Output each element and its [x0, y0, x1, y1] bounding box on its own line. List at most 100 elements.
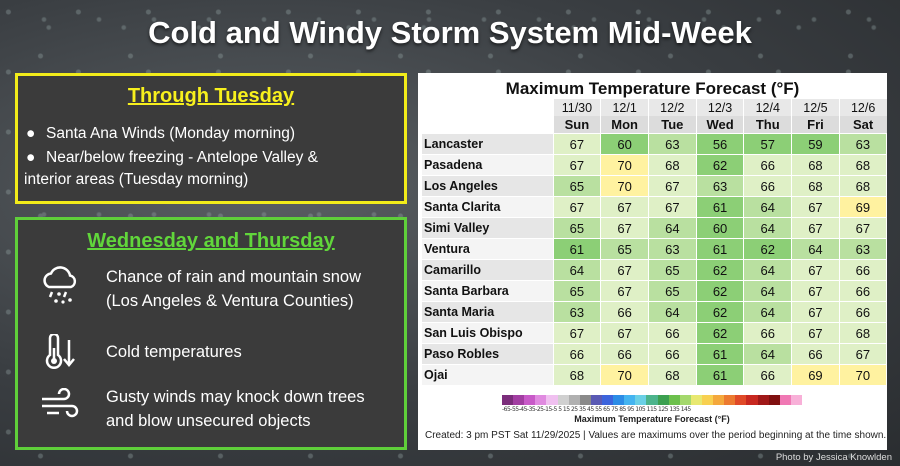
city-name: Ventura	[421, 238, 554, 260]
color-scale-swatch	[546, 395, 558, 405]
color-scale-ticks: -65-55-45-35-25-15-5 5 15 25 35 45 55 65…	[502, 406, 691, 413]
forecast-title: Maximum Temperature Forecast (°F)	[505, 79, 800, 98]
temp-cell: 65	[600, 238, 649, 260]
table-row: Santa Barbara 65 67 65 62 64 67 66	[421, 280, 888, 302]
bullet-text: Near/below freezing - Antelope Valley &	[46, 149, 318, 166]
temp-cell: 63	[838, 133, 888, 155]
temp-cell: 65	[552, 280, 602, 302]
temp-cell: 64	[743, 280, 793, 302]
date-cell: 12/6	[838, 99, 887, 116]
color-scale-swatch	[635, 395, 647, 405]
city-name: Simi Valley	[421, 217, 554, 239]
temp-cell: 60	[695, 217, 745, 239]
color-scale-swatch	[513, 395, 525, 405]
temp-cell: 70	[600, 364, 649, 386]
city-name: Paso Robles	[421, 343, 554, 365]
day-cell: Mon	[600, 116, 649, 134]
table-row: Santa Clarita 67 67 67 61 64 67 69	[421, 196, 888, 218]
temp-cell: 68	[791, 175, 840, 197]
created-note: Created: 3 pm PST Sat 11/29/2025 | Value…	[425, 430, 887, 441]
color-scale-swatch	[535, 395, 547, 405]
day-row: Sun Mon Tue Wed Thu Fri Sat	[421, 116, 887, 134]
temp-cell: 67	[838, 217, 888, 239]
temp-cell: 70	[600, 154, 649, 176]
temp-cell: 62	[695, 322, 745, 344]
temp-cell: 67	[600, 259, 649, 281]
color-scale-swatch	[746, 395, 758, 405]
temp-cell: 64	[648, 301, 697, 323]
temp-cell: 62	[695, 259, 745, 281]
day-cell: Sun	[552, 116, 601, 134]
temp-cell: 63	[695, 175, 745, 197]
color-scale-swatch	[701, 395, 714, 405]
temp-cell: 66	[791, 343, 840, 365]
temp-cell: 69	[791, 364, 840, 386]
temperature-forecast-table: Maximum Temperature Forecast (°F) 11/30 …	[418, 73, 888, 450]
wed-thu-panel: Wednesday and Thursday Chance of rain an…	[15, 217, 407, 450]
table-row: Los Angeles 65 70 67 63 66 68 68	[421, 175, 888, 197]
temp-cell: 67	[648, 175, 697, 197]
day-cell: Tue	[648, 116, 697, 134]
temp-cell: 67	[791, 217, 840, 239]
color-scale-swatch	[624, 395, 636, 405]
date-cell: 12/4	[743, 99, 792, 116]
photo-credit: Photo by Jessica Knowlden	[775, 452, 892, 463]
temp-cell: 67	[791, 301, 840, 323]
hazard-line: Cold temperatures	[106, 343, 242, 361]
temp-cell: 66	[648, 322, 697, 344]
temp-cell: 66	[838, 280, 888, 302]
color-scale-swatch	[779, 395, 791, 405]
forecast-body: Lancaster 67 60 63 56 57 59 63 Pasadena 67 70 68 62 6…	[421, 133, 888, 386]
temp-cell: 65	[648, 280, 697, 302]
temp-cell: 67	[791, 196, 840, 218]
temp-cell: 56	[695, 133, 745, 155]
temp-cell: 63	[648, 238, 697, 260]
temp-cell: 61	[552, 238, 602, 260]
temp-cell: 63	[648, 133, 697, 155]
temp-cell: 67	[552, 154, 602, 176]
color-scale-swatch	[724, 395, 736, 405]
city-name: Ojai	[421, 364, 554, 386]
color-scale-swatch	[713, 395, 725, 405]
city-name: Los Angeles	[421, 175, 554, 197]
temp-cell: 67	[600, 280, 649, 302]
color-scale-swatch	[557, 395, 569, 405]
color-scale-swatch	[757, 395, 769, 405]
hazard-line: Chance of rain and mountain snow	[106, 268, 361, 286]
hazard-wind: Gusty winds may knock down trees and blo…	[38, 385, 394, 433]
temp-cell: 67	[791, 280, 840, 302]
temp-cell: 61	[695, 343, 745, 365]
date-cell: 12/5	[791, 99, 840, 116]
day-cell: Wed	[695, 116, 744, 134]
temp-cell: 65	[552, 217, 602, 239]
temp-cell: 65	[648, 259, 697, 281]
city-name: San Luis Obispo	[421, 322, 554, 344]
color-scale-swatch	[690, 395, 702, 405]
bullet-dot: ●	[26, 149, 36, 166]
temp-cell: 57	[743, 133, 793, 155]
bullet-dot: ●	[26, 125, 36, 142]
city-name: Santa Clarita	[421, 196, 554, 218]
table-row: Santa Maria 63 66 64 62 64 67 66	[421, 301, 888, 323]
temp-cell: 67	[552, 196, 602, 218]
temp-cell: 67	[648, 196, 697, 218]
temp-cell: 64	[743, 343, 793, 365]
date-cell: 11/30	[552, 99, 601, 116]
city-name: Camarillo	[421, 259, 554, 281]
color-scale-swatch	[679, 395, 691, 405]
date-cell: 12/2	[648, 99, 697, 116]
forecast-grid: 11/30 12/1 12/2 12/3 12/4 12/5 12/6 Sun …	[421, 99, 888, 386]
temp-cell: 69	[838, 196, 888, 218]
temp-cell: 67	[600, 196, 649, 218]
bullet-continuation: interior areas (Tuesday morning)	[24, 169, 248, 191]
temp-cell: 66	[838, 259, 888, 281]
temp-cell: 62	[695, 301, 745, 323]
day-cell: Fri	[791, 116, 840, 134]
hazard-line: (Los Angeles & Ventura Counties)	[106, 292, 354, 310]
city-name: Pasadena	[421, 154, 554, 176]
color-scale-label: Maximum Temperature Forecast (°F)	[574, 414, 730, 424]
table-row: Lancaster 67 60 63 56 57 59 63	[421, 133, 888, 155]
temp-cell: 68	[838, 322, 888, 344]
color-scale-swatch	[657, 395, 669, 405]
hazard-line: Gusty winds may knock down trees	[106, 388, 365, 406]
